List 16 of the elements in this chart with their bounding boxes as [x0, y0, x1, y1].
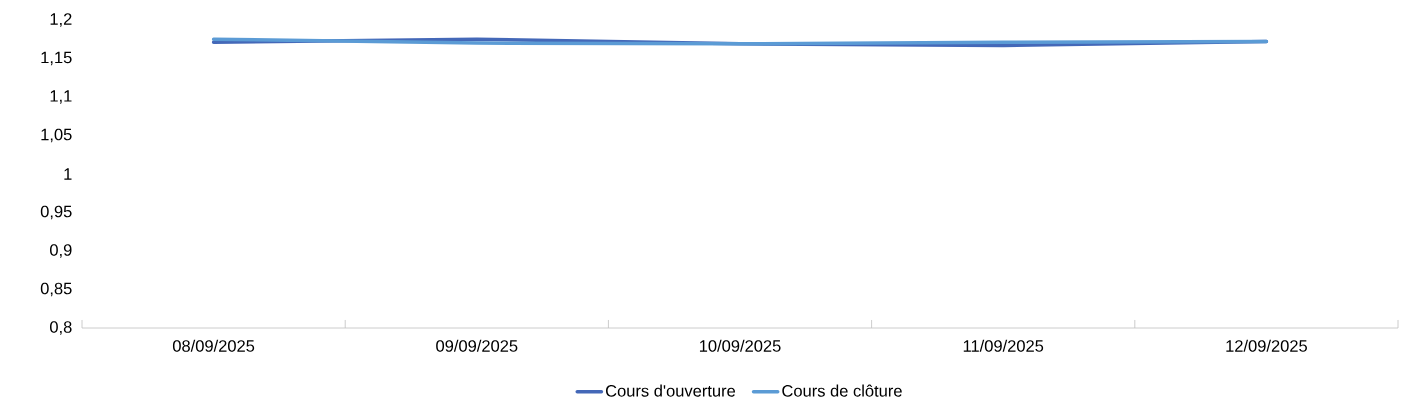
- y-tick-label: 0,9: [50, 244, 72, 258]
- y-tick-label: 1,15: [41, 51, 72, 66]
- y-tick-label: 0,8: [50, 321, 72, 335]
- legend-label: Cours d'ouverture: [605, 384, 736, 397]
- y-tick-label: 0,85: [40, 282, 72, 297]
- y-tick-label: 1,05: [41, 128, 72, 143]
- x-tick-label: 08/09/2025: [172, 339, 255, 352]
- y-tick-label: 1,1: [50, 90, 72, 104]
- legend-label: Cours de clôture: [782, 384, 902, 397]
- x-tick-label: 09/09/2025: [436, 339, 518, 352]
- y-tick-label: 1,2: [50, 13, 72, 27]
- x-tick-label: 11/09/2025: [963, 339, 1044, 352]
- x-tick-label: 10/09/2025: [699, 339, 781, 352]
- x-tick-label: 12/09/2025: [1226, 339, 1307, 352]
- y-tick-label: 1: [64, 168, 72, 180]
- y-tick-label: 0,95: [40, 205, 72, 220]
